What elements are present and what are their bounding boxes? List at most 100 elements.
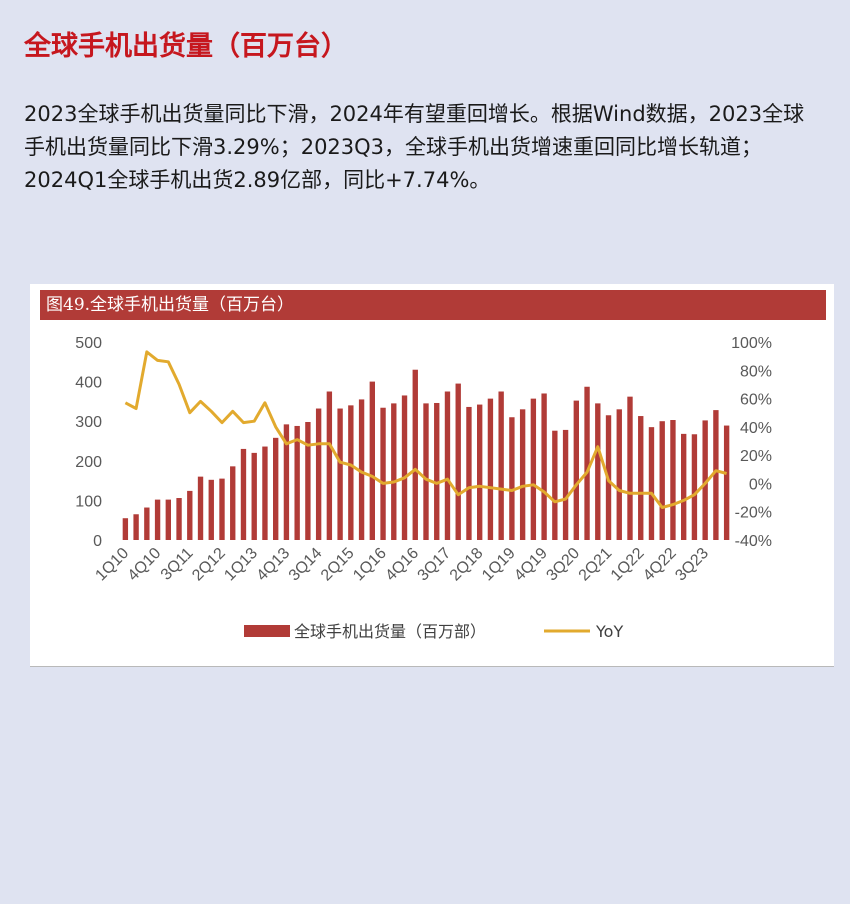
x-tick-label: 3Q14 — [286, 545, 326, 585]
x-axis-ticks: 1Q104Q103Q112Q121Q134Q133Q142Q151Q164Q16… — [92, 545, 712, 585]
figure-caption: 图49.全球手机出货量（百万台） — [40, 290, 826, 320]
x-tick-label: 4Q22 — [640, 545, 680, 585]
bar-4Q22 — [670, 420, 676, 540]
x-tick-label: 4Q19 — [511, 545, 551, 585]
legend-bar-swatch — [244, 625, 290, 637]
bar-2Q11 — [176, 498, 182, 540]
x-tick-label: 3Q17 — [415, 545, 455, 585]
right-tick-label: 60% — [740, 392, 772, 409]
bar-3Q20 — [573, 400, 579, 540]
bar-3Q21 — [616, 409, 622, 540]
x-tick-label: 3Q11 — [158, 545, 197, 584]
legend-line-label: YoY — [595, 622, 623, 641]
left-axis-ticks: 0 100 200 300 400 500 — [75, 335, 102, 550]
bar-4Q14 — [326, 391, 333, 540]
bar-3Q18 — [487, 398, 494, 540]
bar-1Q10 — [122, 518, 129, 540]
bar-2Q23 — [691, 434, 698, 540]
bar-2Q17 — [434, 402, 440, 540]
bar-3Q17 — [444, 391, 451, 540]
x-tick-label: 4Q10 — [125, 545, 165, 585]
left-tick-label: 100 — [75, 493, 102, 510]
bar-4Q21 — [627, 396, 633, 540]
x-tick-label: 3Q20 — [543, 545, 583, 585]
bar-1Q20 — [552, 430, 558, 540]
bar-1Q12 — [208, 479, 214, 540]
bar-3Q10 — [144, 507, 150, 540]
left-tick-label: 300 — [75, 414, 102, 431]
right-tick-label: 80% — [740, 363, 772, 380]
bar-2Q14 — [305, 421, 311, 540]
bar-4Q20 — [584, 386, 590, 540]
bar-4Q17 — [455, 383, 461, 540]
right-axis-ticks: 100% 80% 60% 40% 20% 0% -20% -40% — [731, 335, 772, 550]
bar-3Q16 — [401, 395, 408, 540]
bar-series — [122, 369, 730, 540]
bar-3Q13 — [273, 437, 279, 540]
right-tick-label: 40% — [740, 420, 772, 437]
bar-4Q19 — [541, 393, 547, 540]
x-tick-label: 1Q13 — [221, 545, 261, 585]
page-title: 全球手机出货量（百万台） — [24, 31, 348, 62]
left-tick-label: 0 — [93, 533, 102, 550]
right-tick-label: 0% — [749, 476, 772, 493]
bar-3Q12 — [230, 466, 236, 540]
bar-2Q22 — [648, 427, 655, 540]
intro-paragraph: 2023全球手机出货量同比下滑，2024年有望重回增长。根据Wind数据，202… — [24, 102, 805, 192]
yoy-line-series — [124, 350, 727, 509]
left-tick-label: 400 — [75, 375, 102, 392]
bar-1Q16 — [380, 407, 386, 540]
bar-2Q19 — [519, 409, 526, 540]
right-tick-label: 100% — [731, 335, 772, 352]
bar-2Q16 — [391, 403, 397, 540]
right-tick-label: -20% — [735, 505, 772, 522]
bar-1Q14 — [294, 425, 300, 540]
bar-2Q12 — [219, 478, 225, 540]
bar-1Q23 — [681, 433, 687, 540]
x-tick-label: 1Q22 — [608, 545, 648, 585]
x-tick-label: 1Q16 — [350, 545, 390, 585]
bar-2Q20 — [562, 429, 569, 540]
bar-2Q13 — [262, 446, 268, 540]
right-tick-label: 20% — [740, 448, 772, 465]
bar-4Q13 — [283, 424, 290, 540]
bar-1Q19 — [509, 417, 515, 540]
legend: 全球手机出货量（百万部） YoY — [244, 622, 623, 641]
bar-4Q23 — [713, 410, 719, 540]
bar-2Q18 — [477, 404, 483, 540]
bar-1Q21 — [595, 403, 601, 540]
bar-1Q22 — [638, 416, 644, 540]
left-tick-label: 200 — [75, 454, 102, 471]
x-tick-label: 4Q16 — [382, 545, 422, 585]
x-tick-label: 2Q15 — [318, 545, 358, 585]
bar-1Q15 — [337, 408, 343, 540]
bar-1Q18 — [466, 406, 472, 540]
bar-4Q12 — [240, 448, 247, 540]
shipments-chart: 0 100 200 300 400 500 100% 80% 60% 40% 20% 0% -20% -… — [75, 335, 772, 641]
x-tick-label: 4Q13 — [254, 545, 294, 585]
bar-2Q15 — [348, 405, 354, 540]
bar-3Q14 — [315, 408, 322, 540]
x-tick-label: 1Q10 — [92, 545, 132, 585]
bar-3Q15 — [358, 399, 365, 540]
bar-1Q13 — [251, 452, 257, 540]
bar-2Q10 — [133, 514, 139, 540]
right-tick-label: -40% — [735, 533, 772, 550]
bar-1Q17 — [423, 403, 429, 540]
bar-3Q11 — [187, 490, 193, 540]
x-tick-label: 2Q21 — [576, 545, 616, 585]
bar-4Q10 — [154, 499, 161, 540]
legend-bar-label: 全球手机出货量（百万部） — [294, 622, 486, 641]
left-tick-label: 500 — [75, 335, 102, 352]
bar-4Q15 — [369, 381, 375, 540]
chart-figure: 图49.全球手机出货量（百万台） 0 100 200 300 400 500 100% 80… — [30, 284, 834, 667]
bar-1Q11 — [165, 499, 171, 540]
bar-3Q23 — [702, 420, 708, 540]
x-tick-label: 2Q18 — [447, 545, 487, 585]
bar-3Q19 — [530, 398, 537, 540]
bar-3Q22 — [659, 421, 665, 540]
bar-4Q11 — [197, 476, 204, 540]
x-tick-label: 1Q19 — [479, 545, 519, 585]
x-tick-label: 2Q12 — [189, 545, 229, 585]
bar-1Q24 — [723, 425, 730, 540]
